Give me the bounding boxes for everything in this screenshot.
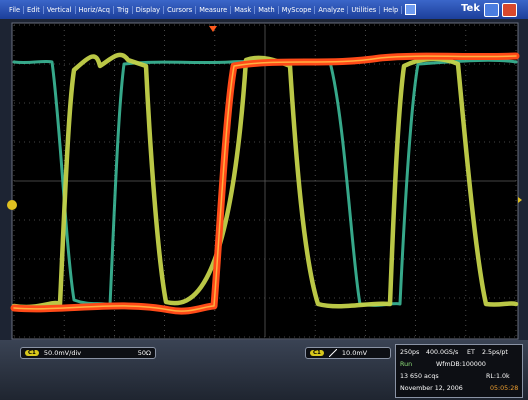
acquisition-count: 13 650 acqs bbox=[400, 373, 439, 380]
resolution: 2.5ps/pt bbox=[482, 349, 508, 356]
sample-rate: 400.0GS/s bbox=[426, 349, 459, 356]
vertical-scale: 50.0mV/div bbox=[43, 349, 82, 357]
menu-item[interactable]: Analyze bbox=[315, 5, 349, 14]
trigger-position-marker bbox=[209, 26, 217, 32]
minimize-button[interactable] bbox=[484, 3, 499, 17]
acq-mode: ET bbox=[467, 349, 475, 356]
menu-item[interactable]: Measure bbox=[196, 5, 232, 14]
menu-item[interactable]: File bbox=[6, 5, 25, 14]
menu-item[interactable]: Math bbox=[255, 5, 279, 14]
trigger-badge: C1 bbox=[310, 350, 324, 356]
channel-readout[interactable]: C1 50.0mV/div 50Ω bbox=[20, 347, 156, 359]
trigger-readout[interactable]: C1 10.0mV bbox=[305, 347, 391, 359]
close-button[interactable] bbox=[502, 3, 517, 17]
menu-item[interactable]: Horiz/Acq bbox=[76, 5, 114, 14]
trace-cyan bbox=[12, 58, 518, 307]
waveforms bbox=[10, 52, 520, 315]
slope-icon bbox=[328, 349, 337, 357]
menu-dropdown[interactable] bbox=[405, 4, 417, 15]
trace-orange-core bbox=[13, 55, 517, 312]
run-state: Run bbox=[400, 361, 413, 368]
menu-bar: File Edit Vertical Horiz/Acq Trig Display Curs… bbox=[0, 0, 528, 19]
channel-badge: C1 bbox=[25, 350, 39, 356]
menu-item[interactable]: Vertical bbox=[44, 5, 76, 14]
menu-item[interactable]: Trig bbox=[114, 5, 133, 14]
menu-item[interactable]: Help bbox=[380, 5, 403, 14]
record-length: RL:1.0k bbox=[486, 373, 510, 380]
time: 05:05:28 bbox=[490, 385, 519, 392]
menu-item[interactable]: Mask bbox=[231, 5, 256, 14]
trace-yellow bbox=[11, 52, 519, 310]
menu-item[interactable]: Display bbox=[133, 5, 165, 14]
waveform-database: WfmDB:100000 bbox=[436, 361, 486, 368]
display bbox=[0, 19, 528, 340]
menu-item[interactable]: Utilities bbox=[348, 5, 381, 14]
acquisition-status: 250ps 400.0GS/s ET 2.5ps/pt Run WfmDB:10… bbox=[395, 344, 523, 398]
impedance: 50Ω bbox=[137, 349, 151, 357]
graticule bbox=[13, 24, 517, 338]
date: November 12, 2006 bbox=[400, 385, 463, 392]
menu-item[interactable]: Cursors bbox=[164, 5, 197, 14]
channel-ground-marker bbox=[7, 200, 17, 210]
menu-item[interactable]: MyScope bbox=[279, 5, 316, 14]
trigger-level-marker bbox=[518, 197, 522, 203]
menu-item[interactable]: Edit bbox=[24, 5, 44, 14]
brand: Tek bbox=[461, 3, 480, 14]
trigger-level: 10.0mV bbox=[341, 349, 368, 357]
timebase: 250ps bbox=[400, 349, 420, 356]
